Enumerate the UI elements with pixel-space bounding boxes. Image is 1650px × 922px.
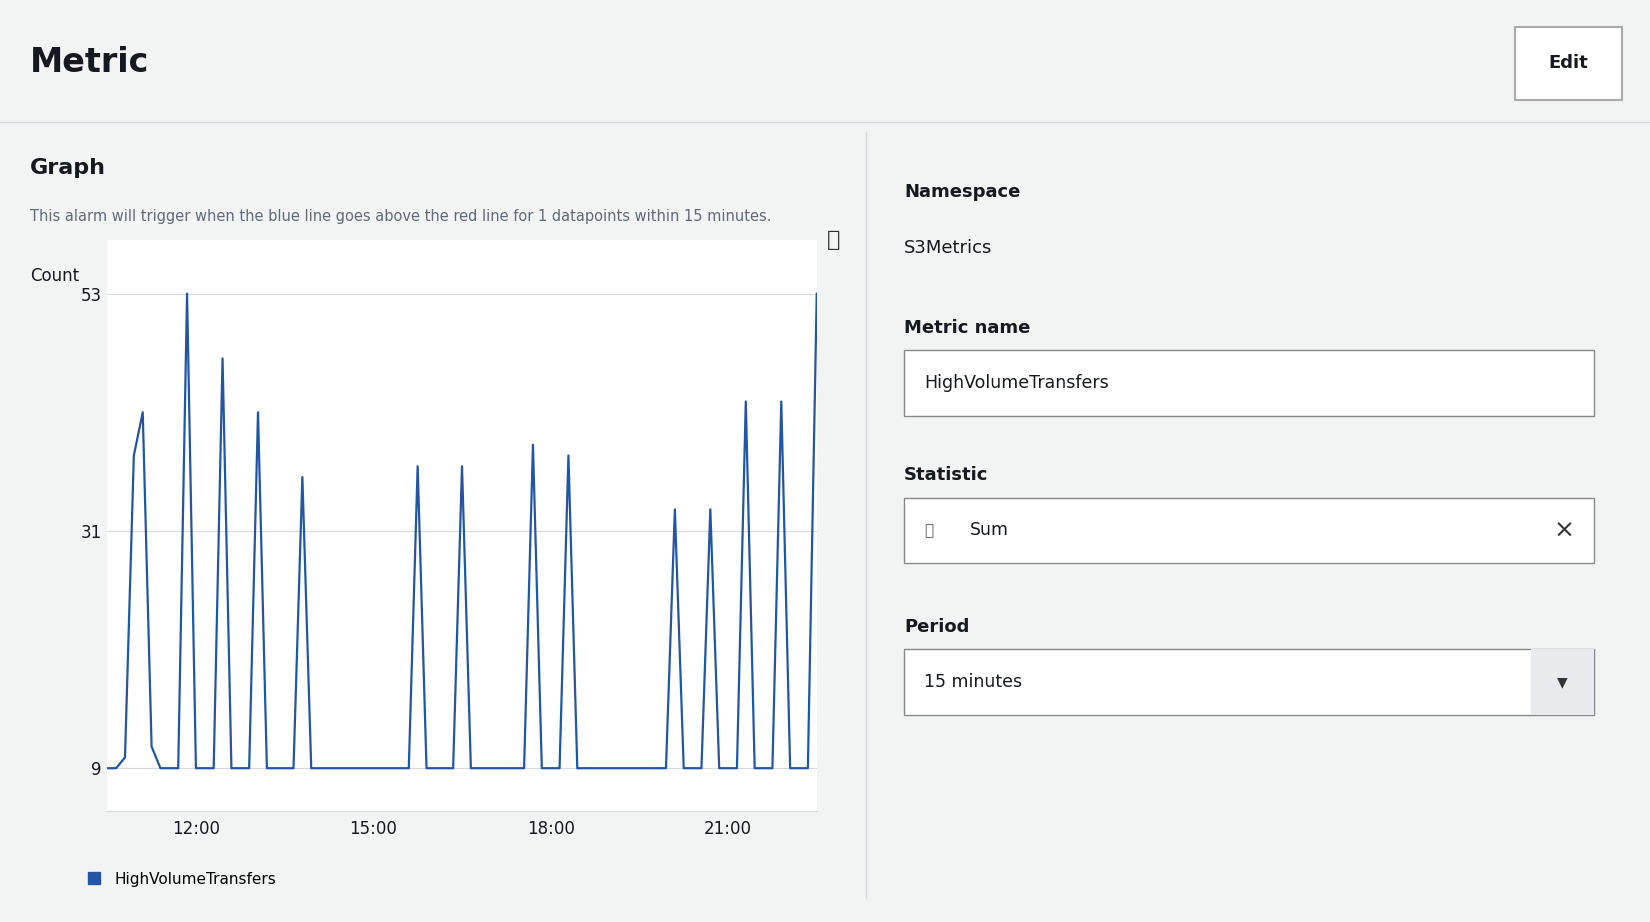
Legend: HighVolumeTransfers: HighVolumeTransfers: [86, 871, 276, 887]
Text: 🔍: 🔍: [924, 523, 934, 538]
Text: Edit: Edit: [1548, 54, 1589, 73]
Text: HighVolumeTransfers: HighVolumeTransfers: [924, 373, 1109, 392]
Text: ⛶: ⛶: [827, 230, 840, 250]
FancyBboxPatch shape: [904, 649, 1594, 715]
Text: Namespace: Namespace: [904, 183, 1021, 201]
Text: Graph: Graph: [30, 159, 106, 178]
FancyBboxPatch shape: [1531, 649, 1594, 715]
Text: Period: Period: [904, 618, 970, 636]
Text: Metric name: Metric name: [904, 319, 1031, 337]
Text: Metric: Metric: [30, 46, 148, 78]
Text: 15 minutes: 15 minutes: [924, 673, 1021, 691]
FancyBboxPatch shape: [904, 350, 1594, 416]
Text: This alarm will trigger when the blue line goes above the red line for 1 datapoi: This alarm will trigger when the blue li…: [30, 208, 771, 224]
FancyBboxPatch shape: [1515, 28, 1622, 100]
Text: Statistic: Statistic: [904, 467, 988, 484]
FancyBboxPatch shape: [904, 498, 1594, 563]
Text: S3Metrics: S3Metrics: [904, 239, 993, 257]
Text: Sum: Sum: [970, 522, 1010, 539]
Text: Count: Count: [30, 267, 79, 285]
Text: ▼: ▼: [1558, 675, 1568, 689]
Text: ×: ×: [1553, 518, 1574, 542]
